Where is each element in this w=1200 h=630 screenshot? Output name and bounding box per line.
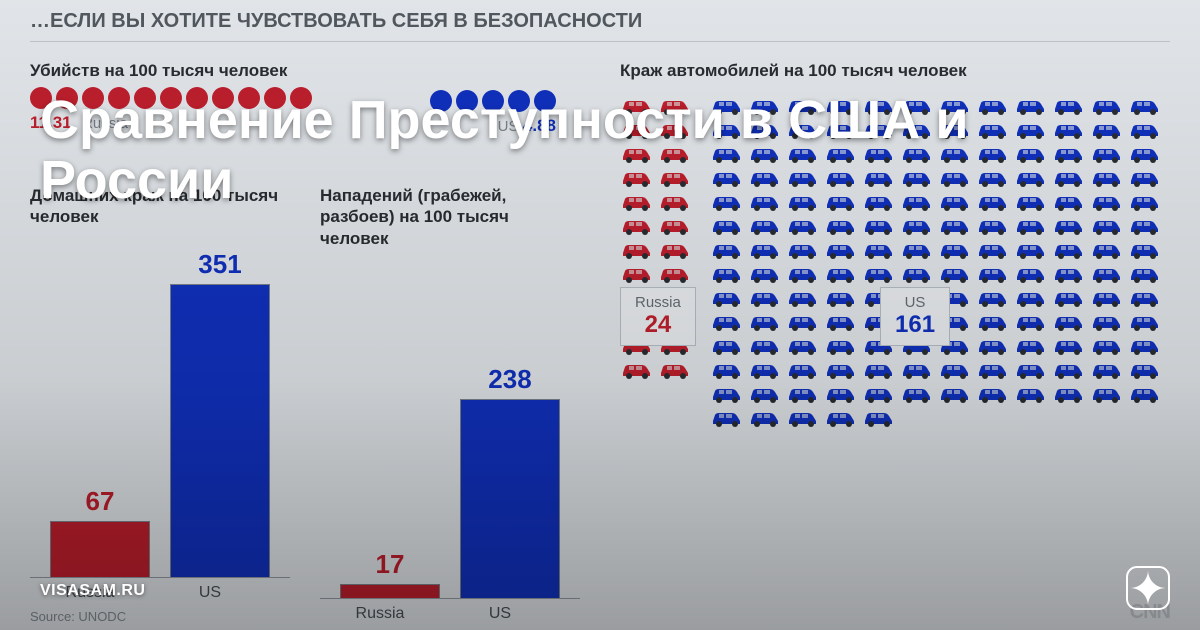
panel-assault: Нападений (грабежей, разбоев) на 100 тыс… — [320, 185, 580, 623]
assault-bar-russia — [340, 584, 440, 598]
burglary-value-russia: 67 — [50, 486, 150, 517]
overlay-title: Сравнение Преступности в США и России — [40, 90, 1140, 211]
assault-value-russia: 17 — [340, 549, 440, 580]
burglary-bar-russia — [50, 521, 150, 577]
cartheft-callout-us-value: 161 — [895, 311, 935, 339]
assault-value-us: 238 — [460, 364, 560, 395]
cartheft-callout-russia-label: Russia — [635, 294, 681, 311]
cartheft-callout-us-label: US — [895, 294, 935, 311]
assault-stage: 17 238 — [320, 259, 580, 599]
burglary-value-us: 351 — [170, 249, 270, 280]
assault-axis: Russia US — [320, 605, 580, 623]
murders-title: Убийств на 100 тысяч человек — [30, 60, 590, 81]
overlay-site: VISASAM.RU — [40, 582, 145, 600]
burglary-stage: 67 351 — [30, 238, 290, 578]
burglary-axis-us: US — [150, 584, 270, 602]
page-header: …ЕСЛИ ВЫ ХОТИТЕ ЧУВСТВОВАТЬ СЕБЯ В БЕЗОП… — [30, 10, 1170, 42]
cartheft-title: Краж автомобилей на 100 тысяч человек — [620, 60, 1180, 81]
burglary-bar-us — [170, 284, 270, 577]
cartheft-callout-us: US 161 — [880, 287, 950, 346]
panel-burglary: Домашних краж на 100 тысяч человек 67 35… — [30, 185, 290, 602]
infographic-canvas: …ЕСЛИ ВЫ ХОТИТЕ ЧУВСТВОВАТЬ СЕБЯ В БЕЗОП… — [0, 0, 1200, 630]
assault-axis-russia: Russia — [320, 605, 440, 623]
cartheft-callout-russia-value: 24 — [635, 311, 681, 339]
zen-icon — [1126, 566, 1170, 610]
source-text: Source: UNODC — [30, 609, 126, 624]
cartheft-callout-russia: Russia 24 — [620, 287, 696, 346]
assault-axis-us: US — [440, 605, 560, 623]
assault-bar-us — [460, 399, 560, 597]
